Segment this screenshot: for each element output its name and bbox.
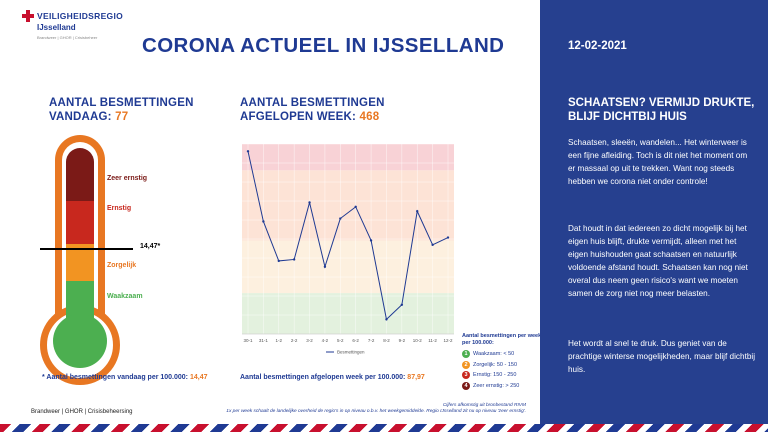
level-ernstig <box>66 201 94 244</box>
airmail-stripe <box>0 424 768 432</box>
side-panel: 12-02-2021 SCHAATSEN? VERMIJD DRUKTE, BL… <box>540 0 768 432</box>
x-tick-label: 8-2 <box>383 338 390 343</box>
legend-title: Aantal besmettingen per week per 100.000… <box>462 333 542 346</box>
week-value: 468 <box>359 111 380 123</box>
x-tick-label: 4-2 <box>322 338 329 343</box>
band-waakzaam <box>242 293 454 334</box>
data-point <box>369 239 373 242</box>
level-label-ernstig: Ernstig <box>107 205 132 212</box>
week-line-chart: 30-1 31-1 1-2 2-2 3-2 4-2 5-2 6-2 7-2 8-2 9-2 10-2 1… <box>242 143 454 355</box>
band-ernstig <box>242 170 454 241</box>
legend-number: 1 <box>462 350 470 358</box>
source-line-1: Cijfers afkomstig uit bronbestand RIVM <box>442 403 526 408</box>
thermometer-marker-value: 14,47* <box>140 243 161 250</box>
logo-region: IJsselland <box>37 23 76 32</box>
data-point <box>446 236 450 239</box>
logo: VEILIGHEIDSREGIO IJsselland Brandweer | … <box>22 10 123 40</box>
x-tick-label: 3-2 <box>306 338 313 343</box>
logo-subtitle: Brandweer | GHOR | Crisisbeheer <box>37 35 98 40</box>
data-point <box>385 318 388 321</box>
side-title: SCHAATSEN? VERMIJD DRUKTE, BLIJF DICHTBI… <box>568 97 755 123</box>
thermometer-marker-line <box>40 248 133 250</box>
legend-number: 2 <box>462 360 470 369</box>
legend-item: 1 Waakzaam: < 50 <box>462 350 542 358</box>
legend-text: Waakzaam: < 50 <box>473 351 515 357</box>
x-tick-label: 6-2 <box>352 338 359 343</box>
x-tick-label: 9-2 <box>399 338 406 343</box>
week-per100k-label: Aantal besmettingen afgelopen week per 1… <box>240 374 406 381</box>
legend-item: 3 Ernstig: 150 - 250 <box>462 371 542 379</box>
legend: Aantal besmettingen per week per 100.000… <box>462 333 542 392</box>
data-point <box>339 217 342 220</box>
date-label: 12-02-2021 <box>568 40 627 52</box>
legend-text: Zeer ernstig: > 250 <box>473 382 520 389</box>
source-line-2: 1x per week schaalt de landelijke overhe… <box>226 409 526 414</box>
week-heading: AANTAL BESMETTINGEN AFGELOPEN WEEK: 468 <box>240 96 440 124</box>
legend-number: 4 <box>462 381 470 390</box>
band-zorgelijk <box>242 240 454 294</box>
week-per100k-value: 87,97 <box>407 374 425 381</box>
side-paragraph-2: Dat houdt in dat iedereen zo dicht mogel… <box>568 224 748 298</box>
data-point <box>246 150 250 153</box>
legend-text: Zorgelijk: 50 - 150 <box>473 361 518 368</box>
level-label-waakzaam: Waakzaam <box>107 293 143 300</box>
side-paragraph-1: Schaatsen, sleeën, wandelen... Het winte… <box>568 138 748 186</box>
today-heading: AANTAL BESMETTINGEN VANDAAG: 77 <box>49 96 219 124</box>
x-tick-label: 12-2 <box>443 338 453 343</box>
data-point <box>416 210 419 213</box>
x-tick-label: 1-2 <box>276 338 283 343</box>
x-tick-label: 30-1 <box>243 338 253 343</box>
x-tick-label: 7-2 <box>368 338 375 343</box>
week-heading-line1: AANTAL BESMETTINGEN <box>240 97 385 109</box>
x-tick-label: 5-2 <box>337 338 344 343</box>
data-point <box>400 303 404 306</box>
today-value: 77 <box>115 111 129 123</box>
chart-legend-label: Besmettingen <box>337 350 365 355</box>
data-point <box>277 259 280 263</box>
today-heading-label: AANTAL BESMETTINGEN VANDAAG: <box>49 97 194 123</box>
legend-item: 4 Zeer ernstig: > 250 <box>462 381 542 390</box>
week-per100k: Aantal besmettingen afgelopen week per 1… <box>240 373 440 382</box>
logo-name: VEILIGHEIDSREGIO <box>37 11 124 21</box>
page-title: CORONA ACTUEEL IN IJSSELLAND <box>142 34 505 57</box>
legend-text: Ernstig: 150 - 250 <box>473 372 517 378</box>
today-per100k-label: * Aantal besmettingen vandaag per 100.00… <box>42 374 189 381</box>
x-tick-label: 11-2 <box>428 338 437 343</box>
level-zeer-ernstig <box>66 148 94 201</box>
side-paragraph-3: Het wordt al snel te druk. Dus geniet va… <box>568 339 756 374</box>
data-point <box>431 243 434 247</box>
today-per100k: * Aantal besmettingen vandaag per 100.00… <box>42 373 212 382</box>
legend-item: 2 Zorgelijk: 50 - 150 <box>462 360 542 369</box>
data-point <box>354 205 357 209</box>
x-tick-label: 31-1 <box>259 338 269 343</box>
footer-text: Brandweer | GHOR | Crisisbeheersing <box>31 409 133 415</box>
legend-number: 3 <box>462 371 470 379</box>
today-per100k-value: 14,47 <box>189 374 208 381</box>
level-zorgelijk <box>66 244 94 281</box>
data-point <box>262 220 265 223</box>
source-note: Cijfers afkomstig uit bronbestand RIVM 1… <box>170 403 526 415</box>
data-point <box>323 265 327 268</box>
data-point <box>292 258 296 261</box>
main-area: VEILIGHEIDSREGIO IJsselland Brandweer | … <box>22 10 542 415</box>
series-line <box>247 151 449 321</box>
thermometer: Zeer ernstig Ernstig Zorgelijk Waakzaam <box>40 135 160 385</box>
x-tick-label: 10-2 <box>413 338 423 343</box>
week-heading-line2: AFGELOPEN WEEK: <box>240 111 357 123</box>
band-zeer-ernstig <box>242 144 454 171</box>
level-label-zeer-ernstig: Zeer ernstig <box>107 175 148 182</box>
level-label-zorgelijk: Zorgelijk <box>107 262 137 269</box>
x-tick-label: 2-2 <box>291 338 298 343</box>
data-point <box>308 201 311 204</box>
cross-icon <box>22 10 34 22</box>
thermometer-bulb-fill <box>53 314 107 368</box>
